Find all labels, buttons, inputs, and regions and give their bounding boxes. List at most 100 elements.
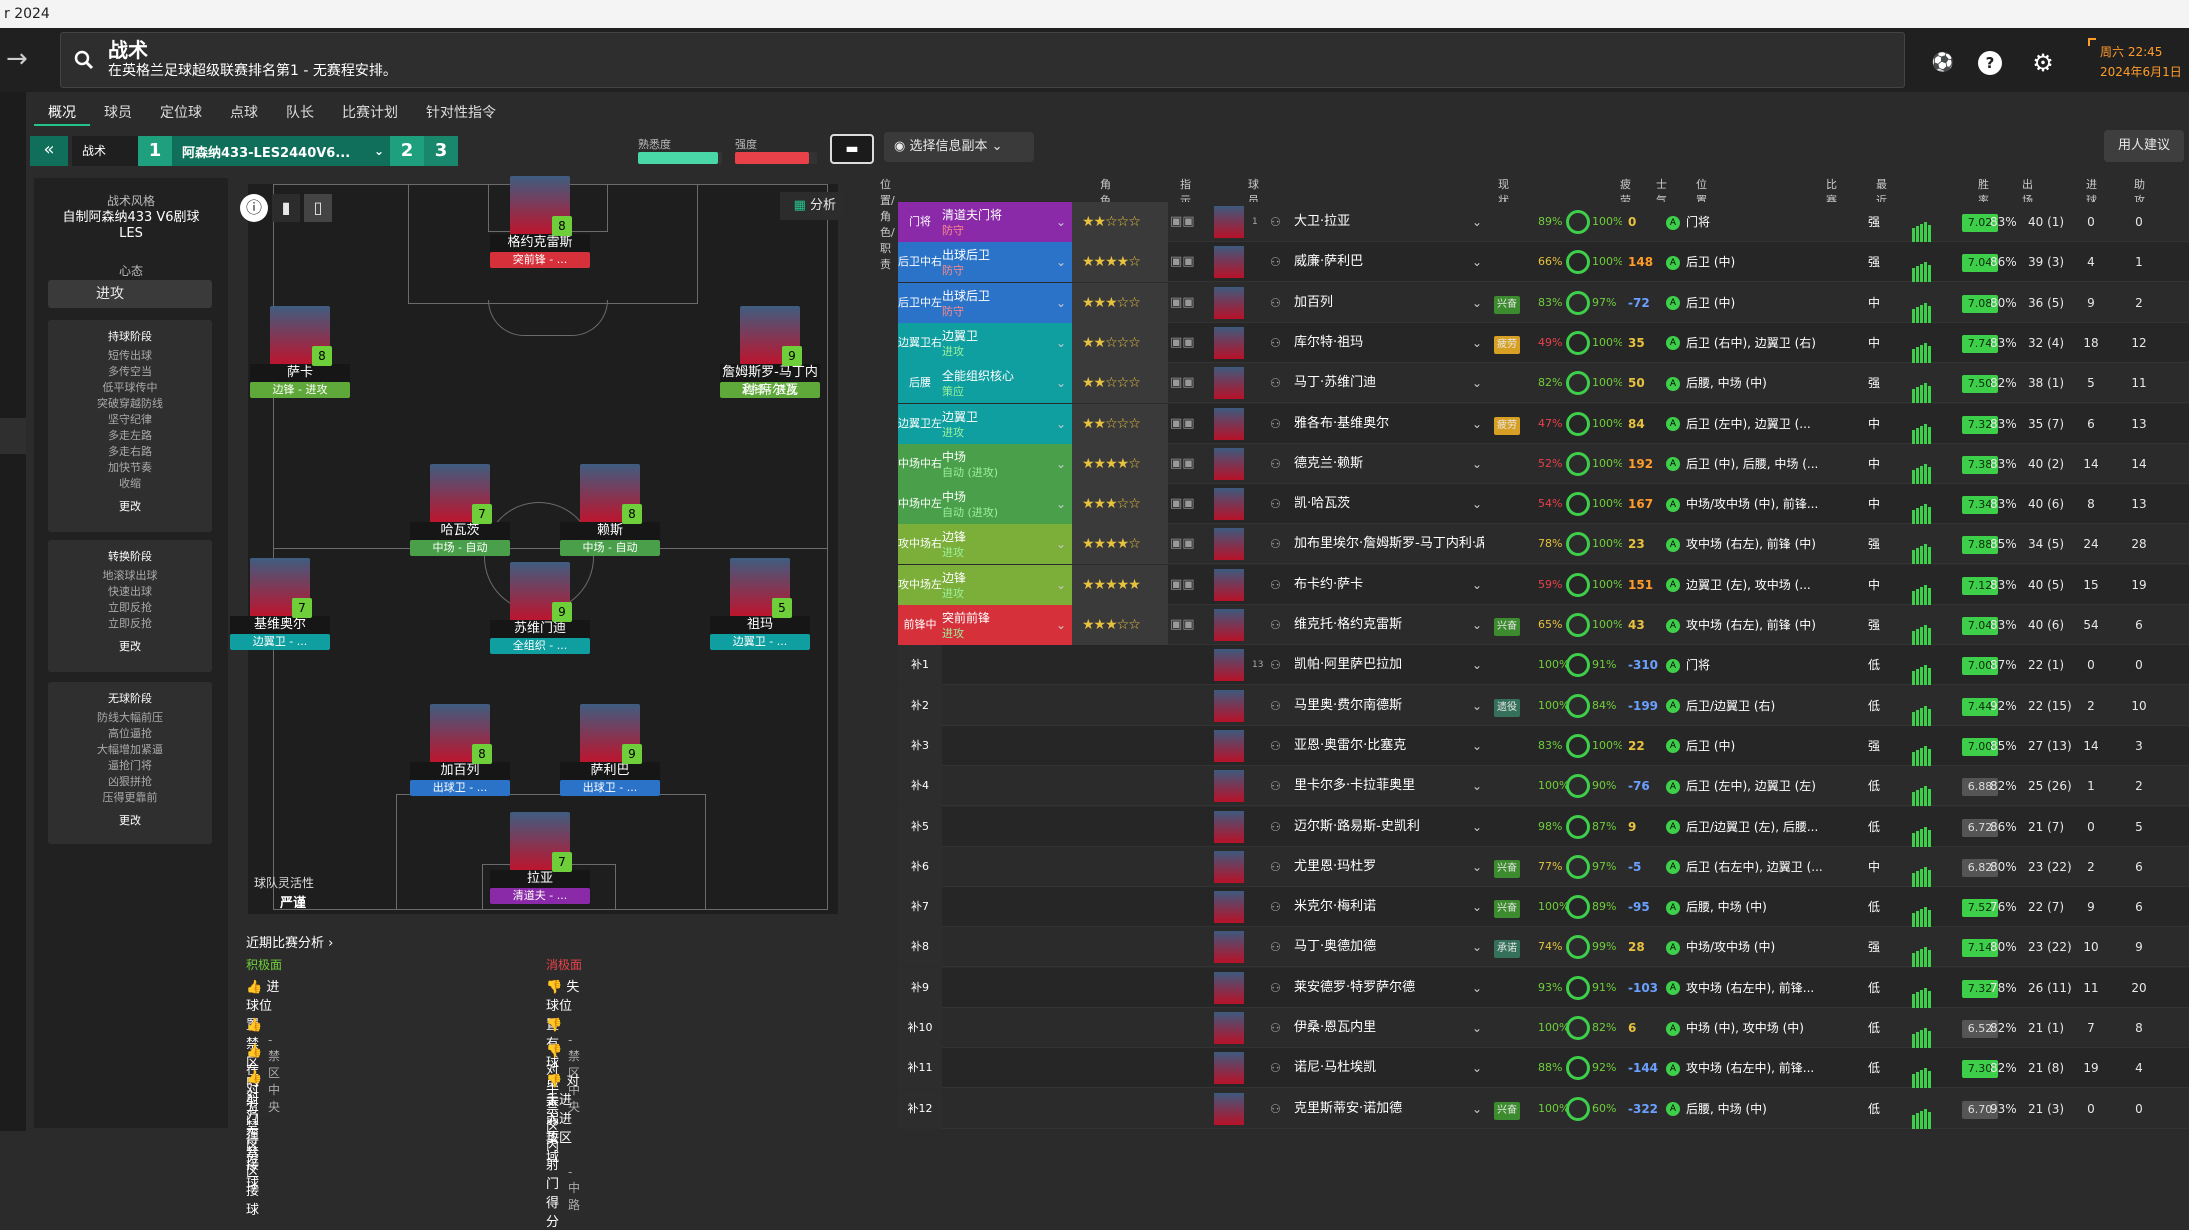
- role-cell[interactable]: 边翼卫 进攻 ⌄: [942, 322, 1072, 363]
- advice-button[interactable]: 用人建议: [2104, 130, 2184, 162]
- instructions-icon[interactable]: ▣▣: [1170, 214, 1195, 229]
- player-name[interactable]: 大卫·拉亚: [1294, 214, 1351, 229]
- player-name[interactable]: 加布里埃尔·詹姆斯罗-马丁内利·席尔瓦: [1294, 536, 1484, 552]
- pitch-player-card[interactable]: 9 苏维门迪 全组织 - ...: [490, 562, 590, 654]
- pitch-player-card[interactable]: 7 基维奥尔 边翼卫 - ...: [230, 558, 330, 650]
- player-name[interactable]: 凯·哈瓦茨: [1294, 496, 1351, 512]
- position-cell[interactable]: 攻中场左: [898, 564, 942, 605]
- chevron-down-icon[interactable]: ⌄: [1472, 215, 1483, 229]
- position-cell[interactable]: 补10: [898, 1008, 942, 1048]
- out-possession-panel[interactable]: 无球阶段 防线大幅前压 高位逼抢 大幅增加紧逼 逼抢门将 凶狠拼抢 压得更靠前 更改: [48, 682, 212, 844]
- chevron-down-icon[interactable]: ⌄: [1472, 295, 1483, 310]
- chevron-down-icon[interactable]: ⌄: [373, 144, 385, 158]
- player-role[interactable]: 出球卫 - ...: [560, 780, 660, 796]
- player-name[interactable]: 加百列: [1294, 294, 1334, 310]
- instructions-icon[interactable]: ▣▣: [1170, 576, 1195, 592]
- table-row[interactable]: 补10 ⚇ 伊桑·恩瓦内里 ⌄ 100% 82% 6 A 中场 (中), 攻中场 (中) 低 6.5…: [898, 1008, 2189, 1048]
- role-cell[interactable]: 边锋 进攻 ⌄: [942, 524, 1072, 565]
- player-role[interactable]: 边锋 - 进攻: [720, 382, 820, 398]
- search-icon[interactable]: [72, 48, 96, 72]
- instructions-icon[interactable]: ▣▣: [1170, 375, 1195, 391]
- player-role[interactable]: 中场 - 自动: [410, 540, 510, 556]
- chevron-down-icon[interactable]: ⌄: [1472, 335, 1483, 350]
- player-role[interactable]: 全组织 - ...: [490, 638, 590, 654]
- camera-icon[interactable]: ▬: [830, 134, 874, 164]
- settings-gear-icon[interactable]: ⚙: [2032, 49, 2054, 77]
- table-header-4[interactable]: 现状: [1498, 178, 1509, 207]
- position-cell[interactable]: 补7: [898, 887, 942, 928]
- instructions-icon[interactable]: ▣▣: [1170, 496, 1195, 512]
- transition-panel[interactable]: 转换阶段 地滚球出球 快速出球 立即反抢 立即反抢 更改: [48, 540, 212, 672]
- tab-6[interactable]: 针对性指令: [426, 105, 496, 121]
- tactic-selector[interactable]: 1 阿森纳433-LES2440V6... ⌄ 2 3: [138, 136, 458, 166]
- player-name[interactable]: 雅各布·基维奥尔: [1294, 415, 1390, 431]
- player-role[interactable]: 突前锋 - ...: [490, 252, 590, 268]
- mentality-dropdown[interactable]: 进攻: [48, 280, 212, 308]
- table-row[interactable]: 边翼卫左 边翼卫 进攻 ⌄ ★★☆☆☆ ▣▣ ⚇ 雅各布·基维奥尔 ⌄ 疲劳 47% 100% 84 A 后…: [898, 403, 2189, 444]
- stats-chart-icon[interactable]: ▮: [272, 194, 300, 222]
- chevron-down-icon[interactable]: ⌄: [1472, 940, 1483, 955]
- tactic-slot-2[interactable]: 2: [390, 136, 424, 166]
- position-cell[interactable]: 中场中左: [898, 484, 942, 525]
- player-name[interactable]: 凯帕·阿里萨巴拉加: [1294, 657, 1403, 673]
- table-row[interactable]: 补5 ⚇ 迈尔斯·路易斯-史凯利 ⌄ 98% 87% 9 A 后卫/边翼卫 (左), 后腰...…: [898, 806, 2189, 847]
- player-name[interactable]: 亚恩·奥雷尔·比塞克: [1294, 737, 1407, 753]
- instructions-icon[interactable]: ▣▣: [1170, 334, 1195, 350]
- table-row[interactable]: 补8 ⚇ 马丁·奥德加德 ⌄ 承诺 74% 99% 28 A 中场/攻中场 (中) 强 7.14 80%…: [898, 927, 2189, 968]
- table-row[interactable]: 后腰 全能组织核心 策应 ⌄ ★★☆☆☆ ▣▣ ⚇ 马丁·苏维门迪 ⌄ 82% 100% 50 A 后腰,…: [898, 363, 2189, 404]
- chevron-down-icon[interactable]: ⌄: [1472, 537, 1483, 552]
- player-name[interactable]: 马里奥·费尔南德斯: [1294, 697, 1403, 713]
- out-possession-more[interactable]: 更改: [119, 814, 141, 827]
- position-cell[interactable]: 补11: [898, 1048, 942, 1089]
- role-cell[interactable]: 边翼卫 进攻 ⌄: [942, 403, 1072, 444]
- chevron-down-icon[interactable]: ⌄: [1472, 1061, 1483, 1076]
- role-cell[interactable]: 边锋 进攻 ⌄: [942, 564, 1072, 605]
- position-cell[interactable]: 补6: [898, 846, 942, 887]
- role-cell[interactable]: 清道夫门将 防守 ⌄: [942, 202, 1072, 242]
- chevron-down-icon[interactable]: ⌄: [1472, 376, 1483, 391]
- chevron-down-icon[interactable]: ⌄: [1472, 255, 1483, 270]
- table-header-7[interactable]: 位置: [1696, 178, 1707, 207]
- football-icon[interactable]: ⚽: [1931, 52, 1955, 73]
- chevron-down-icon[interactable]: ⌄: [1472, 779, 1483, 794]
- player-role[interactable]: 中场 - 自动: [560, 540, 660, 556]
- table-row[interactable]: 补12 ⚇ 克里斯蒂安·诺加德 ⌄ 兴奋 100% 60% -322 A 后腰, 中场 (中) 低 6…: [898, 1088, 2189, 1129]
- table-header-11[interactable]: 出场: [2022, 178, 2033, 207]
- instructions-icon[interactable]: ▣▣: [1170, 536, 1195, 552]
- position-cell[interactable]: 边翼卫左: [898, 403, 942, 444]
- player-name[interactable]: 伊桑·恩瓦内里: [1294, 1020, 1377, 1035]
- player-name[interactable]: 德克兰·赖斯: [1294, 455, 1364, 471]
- role-cell[interactable]: 全能组织核心 策应 ⌄: [942, 363, 1072, 404]
- chevron-down-icon[interactable]: ⌄: [1472, 497, 1483, 512]
- table-header-12[interactable]: 进球: [2086, 178, 2097, 207]
- player-name[interactable]: 尤里恩·玛杜罗: [1294, 858, 1377, 874]
- player-name[interactable]: 马丁·奥德加德: [1294, 939, 1377, 955]
- tab-3[interactable]: 点球: [230, 105, 258, 121]
- position-cell[interactable]: 补12: [898, 1088, 942, 1129]
- chevron-down-icon[interactable]: ⌄: [1472, 456, 1483, 471]
- table-row[interactable]: 中场中左 中场 自动 (进攻) ⌄ ★★★☆☆ ▣▣ ⚇ 凯·哈瓦茨 ⌄ 54% 100% 167 A 中…: [898, 484, 2189, 525]
- table-row[interactable]: 补1 13 ⚇ 凯帕·阿里萨巴拉加 ⌄ 100% 91% -310 A 门将 低 7.00 87% 22 …: [898, 645, 2189, 686]
- role-cell[interactable]: 突前前锋 进攻 ⌄: [942, 605, 1072, 645]
- player-name[interactable]: 莱安德罗·特罗萨尔德: [1294, 979, 1416, 995]
- instructions-icon[interactable]: ▣▣: [1170, 294, 1195, 310]
- table-row[interactable]: 补3 ⚇ 亚恩·奥雷尔·比塞克 ⌄ 83% 100% 22 A 后卫 (中) 强 7.00 85% 27…: [898, 725, 2189, 766]
- instructions-icon[interactable]: ▣▣: [1170, 415, 1195, 431]
- chevron-down-icon[interactable]: ⌄: [1472, 658, 1483, 673]
- pitch-player-card[interactable]: 8 格约克雷斯 突前锋 - ...: [490, 176, 590, 268]
- pitch-player-card[interactable]: 5 祖玛 边翼卫 - ...: [710, 558, 810, 650]
- view-selector[interactable]: ◉ 选择信息副本 ⌄: [884, 132, 1034, 162]
- position-cell[interactable]: 补1: [898, 645, 942, 686]
- player-role[interactable]: 出球卫 - ...: [410, 780, 510, 796]
- pitch-player-card[interactable]: 8 赖斯 中场 - 自动: [560, 464, 660, 556]
- table-row[interactable]: 后卫中左 出球后卫 防守 ⌄ ★★★☆☆ ▣▣ ⚇ 加百列 ⌄ 兴奋 83% 97% -72 A 后卫 (中…: [898, 282, 2189, 323]
- player-name[interactable]: 米克尔·梅利诺: [1294, 899, 1377, 915]
- role-cell[interactable]: 出球后卫 防守 ⌄: [942, 242, 1072, 283]
- phone-icon[interactable]: ▯: [304, 194, 332, 222]
- player-role[interactable]: 边锋 - 进攻: [250, 382, 350, 398]
- transition-more[interactable]: 更改: [119, 640, 141, 653]
- table-header-2[interactable]: 指示: [1180, 178, 1191, 207]
- chevron-down-icon[interactable]: ⌄: [1472, 1101, 1483, 1116]
- tab-4[interactable]: 队长: [286, 105, 314, 121]
